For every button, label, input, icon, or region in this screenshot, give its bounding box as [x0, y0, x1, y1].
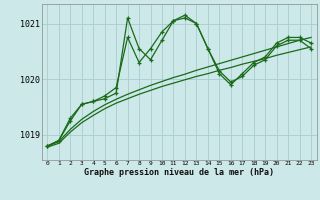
X-axis label: Graphe pression niveau de la mer (hPa): Graphe pression niveau de la mer (hPa): [84, 168, 274, 177]
